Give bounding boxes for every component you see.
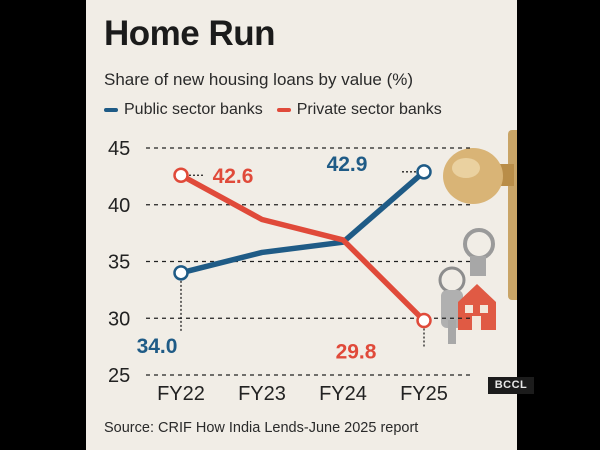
y-tick-label-45: 45 — [108, 138, 130, 160]
legend-item-private: Private sector banks — [276, 101, 442, 119]
source-note: Source: CRIF How India Lends-June 2025 r… — [104, 420, 419, 436]
legend-swatch-public — [104, 108, 118, 112]
watermark-bccl: BCCL — [488, 377, 534, 394]
keys-illustration — [438, 228, 496, 344]
y-tick-label-30: 30 — [108, 308, 130, 330]
legend-swatch-private — [276, 108, 291, 112]
series-line-public — [178, 169, 427, 276]
y-tick-label-35: 35 — [108, 252, 130, 274]
chart-subtitle: Share of new housing loans by value (%) — [104, 70, 414, 89]
chart-plot-area: 25 30 35 40 45 FY22 FY23 FY24 FY25 34.0 42.9 42.6 29… — [108, 138, 471, 405]
point-marker-public-fy22 — [173, 265, 189, 281]
data-label-42-6: 42.6 — [213, 165, 254, 188]
door-knob-illustration — [443, 130, 517, 300]
x-tick-label-fy23: FY23 — [238, 383, 286, 405]
x-tick-label-fy22: FY22 — [157, 383, 205, 405]
point-marker-private-fy25 — [416, 312, 432, 329]
chart-panel: Home Run Share of new housing loans by v… — [86, 0, 517, 450]
legend-label-private: Private sector banks — [296, 101, 442, 118]
series-line-private — [178, 172, 427, 324]
chart-title: Home Run — [104, 14, 276, 53]
x-tick-label-fy25: FY25 — [400, 383, 448, 405]
y-tick-label-40: 40 — [108, 195, 130, 217]
chart-legend: Public sector banks Private sector banks — [104, 101, 456, 119]
legend-item-public: Public sector banks — [104, 101, 263, 119]
x-tick-label-fy24: FY24 — [319, 383, 367, 405]
line-chart: 25 30 35 40 45 FY22 FY23 FY24 FY25 34.0 42.9 42.6 29… — [108, 130, 517, 405]
data-label-34-0: 34.0 — [137, 335, 178, 358]
data-label-29-8: 29.8 — [336, 341, 377, 364]
point-marker-private-fy22 — [173, 167, 189, 183]
legend-label-public: Public sector banks — [124, 101, 263, 118]
point-marker-public-fy25 — [416, 164, 432, 180]
data-label-42-9: 42.9 — [327, 153, 368, 176]
y-tick-label-25: 25 — [108, 365, 130, 387]
